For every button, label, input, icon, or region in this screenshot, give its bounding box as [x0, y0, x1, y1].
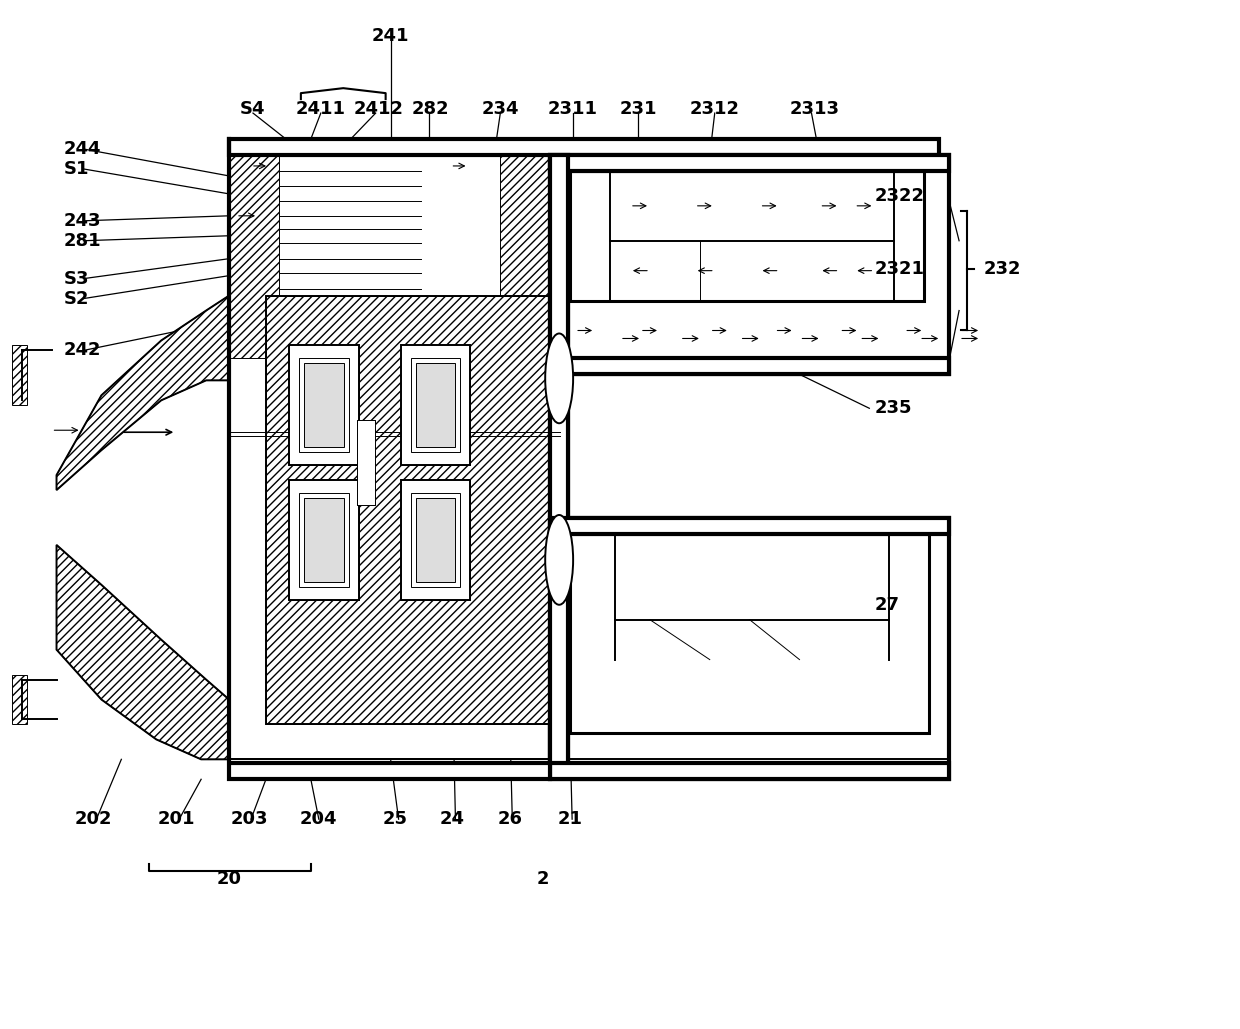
- Text: 202: 202: [74, 810, 112, 828]
- Text: 282: 282: [412, 100, 449, 118]
- Bar: [229, 139, 551, 155]
- Bar: [229, 764, 551, 779]
- Bar: [551, 155, 949, 171]
- Text: 27: 27: [874, 596, 899, 613]
- Bar: [299, 493, 348, 587]
- Text: 203: 203: [231, 810, 268, 828]
- Polygon shape: [57, 545, 229, 759]
- Bar: [229, 139, 939, 155]
- Bar: [415, 363, 455, 448]
- Bar: [229, 764, 551, 779]
- Bar: [289, 346, 358, 465]
- Bar: [289, 481, 358, 600]
- Bar: [410, 358, 460, 452]
- Bar: [304, 363, 343, 448]
- Text: 243: 243: [63, 212, 100, 229]
- Text: 20: 20: [217, 870, 242, 888]
- Bar: [551, 764, 949, 779]
- Text: 204: 204: [300, 810, 337, 828]
- Bar: [357, 420, 374, 505]
- Text: 231: 231: [619, 100, 657, 118]
- Bar: [410, 493, 460, 587]
- Bar: [229, 139, 558, 759]
- Bar: [401, 481, 470, 600]
- Bar: [401, 346, 470, 465]
- Bar: [265, 295, 551, 724]
- Bar: [551, 518, 949, 534]
- Bar: [304, 498, 343, 581]
- Bar: [551, 358, 949, 375]
- Bar: [551, 155, 949, 171]
- Bar: [289, 481, 358, 600]
- Bar: [551, 155, 568, 774]
- Bar: [570, 534, 929, 734]
- Polygon shape: [57, 295, 229, 490]
- Text: S4: S4: [241, 100, 265, 118]
- Ellipse shape: [546, 514, 573, 605]
- Bar: [570, 171, 924, 300]
- Text: 242: 242: [63, 342, 100, 359]
- Text: 2: 2: [537, 870, 549, 888]
- Bar: [551, 155, 568, 774]
- Bar: [551, 155, 568, 774]
- Text: S1: S1: [63, 159, 89, 178]
- Bar: [415, 498, 455, 581]
- Text: 25: 25: [383, 810, 408, 828]
- Bar: [265, 295, 551, 724]
- Text: 234: 234: [481, 100, 520, 118]
- Bar: [500, 155, 551, 358]
- Text: 201: 201: [157, 810, 195, 828]
- Text: 2312: 2312: [689, 100, 740, 118]
- Text: 281: 281: [63, 232, 102, 250]
- Text: 24: 24: [440, 810, 465, 828]
- Text: 241: 241: [372, 28, 409, 45]
- Bar: [229, 155, 279, 358]
- Bar: [289, 346, 358, 465]
- Text: 244: 244: [63, 140, 100, 158]
- Text: S3: S3: [63, 270, 89, 288]
- Bar: [11, 675, 26, 724]
- Bar: [551, 518, 949, 779]
- Bar: [401, 346, 470, 465]
- Bar: [401, 481, 470, 600]
- Text: 26: 26: [497, 810, 523, 828]
- Bar: [551, 155, 949, 375]
- Bar: [551, 764, 949, 779]
- Text: 2411: 2411: [296, 100, 346, 118]
- Text: 235: 235: [874, 399, 911, 418]
- Text: 2313: 2313: [790, 100, 839, 118]
- Bar: [11, 346, 26, 405]
- Text: 21: 21: [558, 810, 583, 828]
- Text: 2321: 2321: [874, 259, 924, 278]
- Bar: [299, 358, 348, 452]
- Bar: [229, 155, 551, 358]
- Ellipse shape: [546, 333, 573, 423]
- Text: 2322: 2322: [874, 187, 924, 205]
- Bar: [551, 358, 949, 375]
- Bar: [551, 518, 949, 534]
- Text: 2311: 2311: [547, 100, 598, 118]
- Text: S2: S2: [63, 289, 89, 308]
- Bar: [229, 139, 939, 155]
- Text: 232: 232: [985, 259, 1022, 278]
- Bar: [357, 420, 374, 505]
- Text: 2412: 2412: [353, 100, 404, 118]
